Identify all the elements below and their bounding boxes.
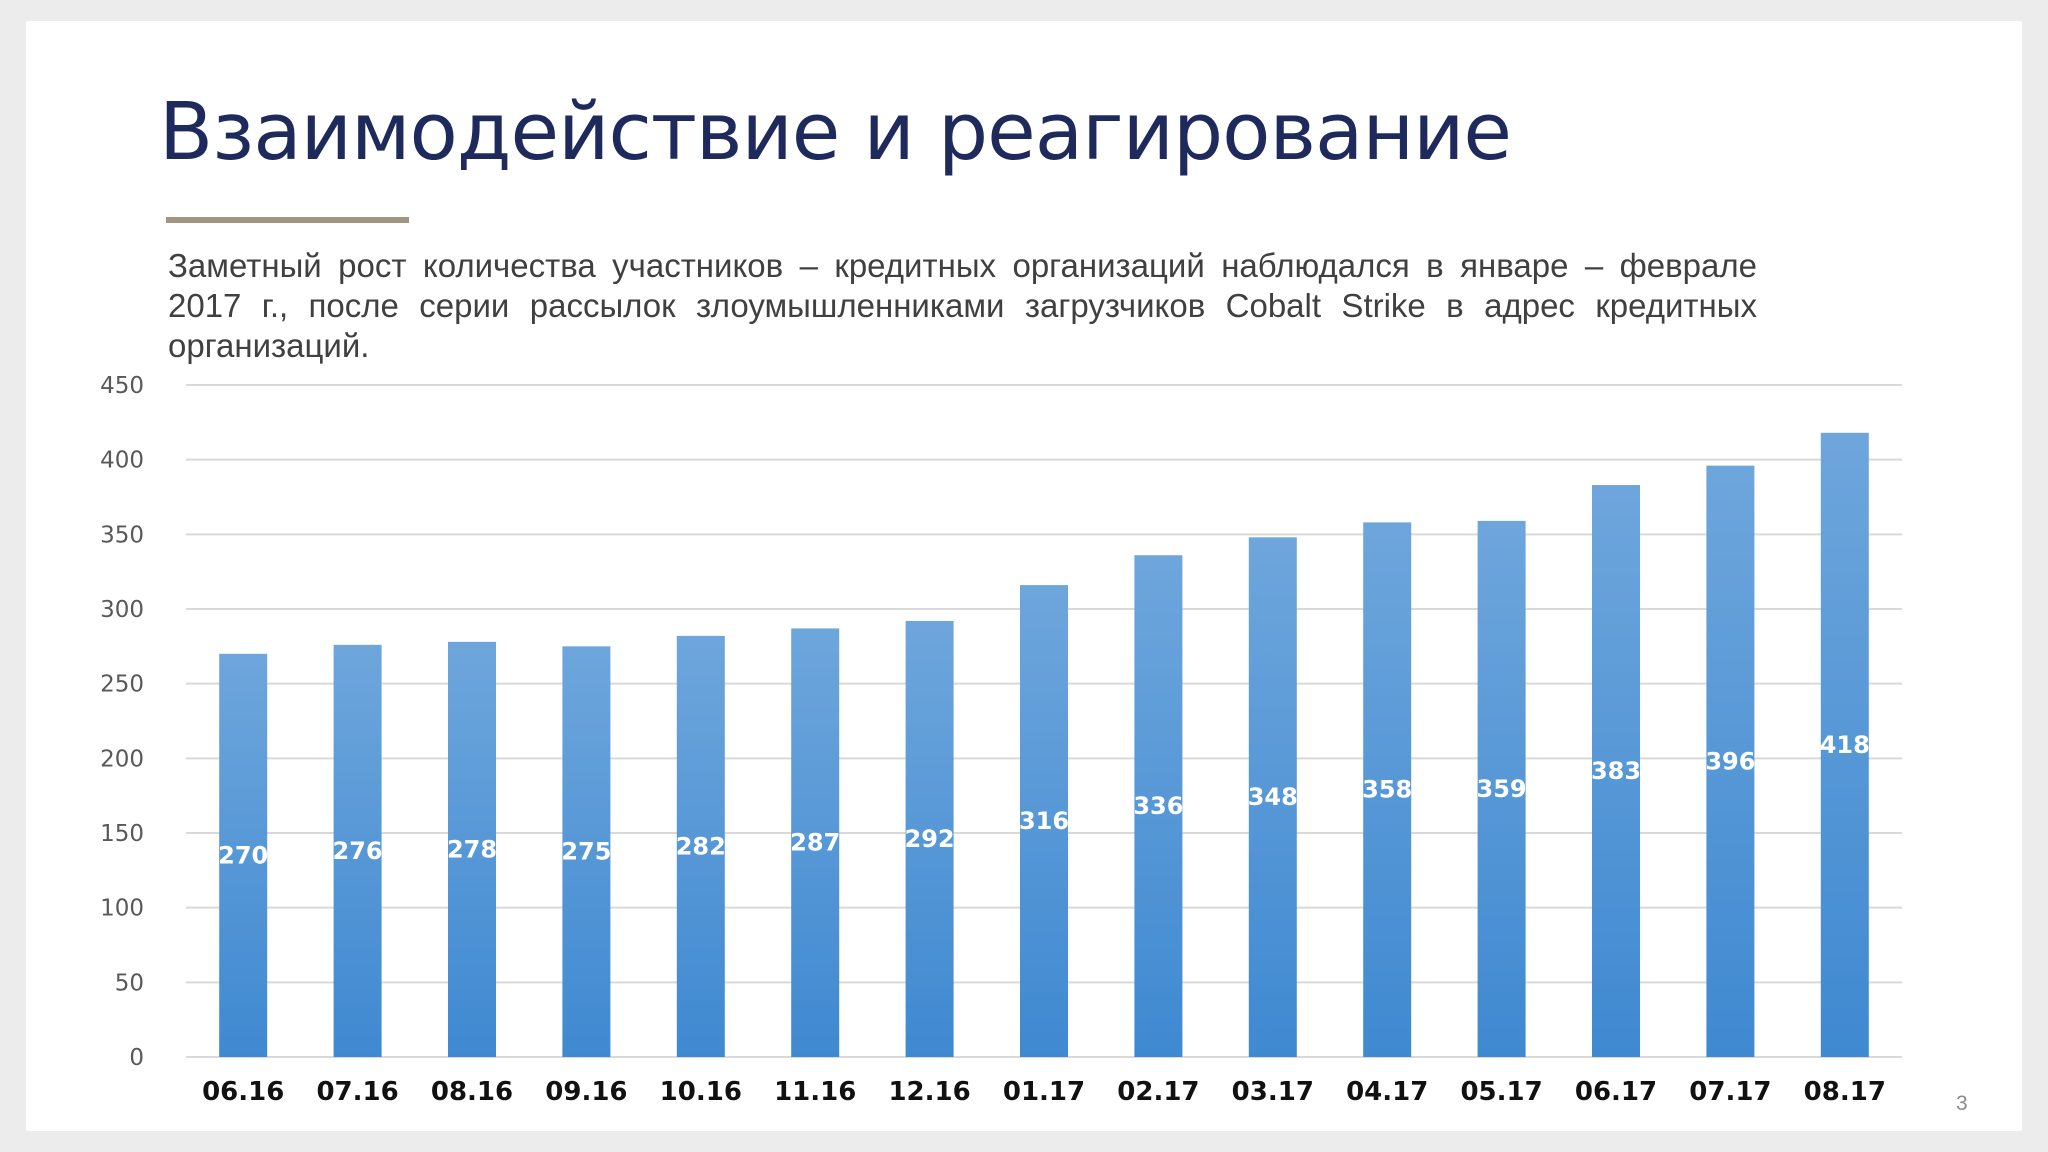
data-label: 383 bbox=[1591, 757, 1641, 785]
bar-06.17 bbox=[1592, 485, 1640, 1057]
y-tick-label: 50 bbox=[115, 970, 144, 996]
x-axis: 06.16 07.16 08.16 09.16 10.16 11.16 12.16 01.17… bbox=[202, 1077, 1886, 1107]
x-tick-label: 06.16 bbox=[202, 1077, 284, 1107]
y-axis: 0 50 100 150 200 250 300 350 400 450 bbox=[100, 373, 144, 1071]
data-label: 278 bbox=[447, 835, 497, 863]
bar-12.16 bbox=[905, 620, 954, 1057]
slide: Взаимодействие и реагирование Заметный р… bbox=[26, 21, 2022, 1131]
title-underline bbox=[166, 217, 409, 223]
y-tick-label: 250 bbox=[100, 672, 144, 698]
bar-chart: 0 50 100 150 200 250 300 350 400 450 270 276 278 275… bbox=[100, 373, 1902, 1107]
data-label: 292 bbox=[905, 825, 955, 853]
x-tick-label: 11.16 bbox=[774, 1077, 856, 1107]
y-tick-label: 100 bbox=[100, 896, 144, 922]
y-tick-label: 0 bbox=[129, 1045, 144, 1071]
x-tick-label: 05.17 bbox=[1460, 1077, 1542, 1107]
bar-07.16 bbox=[333, 644, 382, 1057]
data-label: 336 bbox=[1133, 792, 1183, 820]
x-tick-label: 10.16 bbox=[660, 1077, 742, 1107]
bar-06.16 bbox=[219, 653, 268, 1057]
data-label: 396 bbox=[1705, 747, 1755, 775]
data-label: 270 bbox=[218, 841, 268, 869]
y-tick-label: 150 bbox=[100, 821, 144, 847]
slide-title: Взаимодействие и реагирование bbox=[159, 86, 1512, 178]
y-tick-label: 200 bbox=[100, 746, 144, 772]
bar-01.17 bbox=[1020, 585, 1068, 1057]
x-tick-label: 12.16 bbox=[888, 1077, 970, 1107]
data-label: 287 bbox=[790, 829, 840, 857]
data-label: 358 bbox=[1362, 776, 1412, 804]
data-label: 282 bbox=[676, 832, 726, 860]
y-tick-label: 300 bbox=[100, 597, 144, 623]
data-label: 359 bbox=[1477, 775, 1527, 803]
x-tick-label: 09.16 bbox=[545, 1077, 627, 1107]
x-tick-label: 07.17 bbox=[1689, 1077, 1771, 1107]
x-tick-label: 04.17 bbox=[1346, 1077, 1428, 1107]
data-label: 316 bbox=[1019, 807, 1069, 835]
bar-04.17 bbox=[1363, 522, 1412, 1057]
data-label: 275 bbox=[561, 838, 611, 866]
data-label: 418 bbox=[1820, 731, 1870, 759]
bar-10.16 bbox=[676, 635, 725, 1057]
x-tick-label: 08.17 bbox=[1804, 1077, 1886, 1107]
data-label: 276 bbox=[333, 837, 383, 865]
y-tick-label: 450 bbox=[100, 373, 144, 399]
bar-08.17 bbox=[1820, 432, 1869, 1058]
bar-02.17 bbox=[1134, 555, 1183, 1057]
x-tick-label: 08.16 bbox=[431, 1077, 513, 1107]
bar-08.16 bbox=[448, 641, 496, 1057]
data-label: 348 bbox=[1248, 783, 1298, 811]
bars bbox=[219, 432, 1869, 1058]
x-tick-label: 03.17 bbox=[1232, 1077, 1314, 1107]
bar-07.17 bbox=[1706, 465, 1755, 1057]
slide-subtitle: Заметный рост количества участников – кр… bbox=[168, 247, 1757, 364]
y-tick-label: 350 bbox=[100, 522, 144, 548]
x-tick-label: 06.17 bbox=[1575, 1077, 1657, 1107]
bar-11.16 bbox=[791, 628, 840, 1057]
x-tick-label: 07.16 bbox=[316, 1077, 398, 1107]
bar-05.17 bbox=[1477, 520, 1526, 1057]
y-tick-label: 400 bbox=[100, 448, 144, 474]
page-number: 3 bbox=[1956, 1092, 1968, 1115]
x-tick-label: 01.17 bbox=[1003, 1077, 1085, 1107]
bar-03.17 bbox=[1248, 537, 1297, 1057]
bar-09.16 bbox=[562, 646, 611, 1057]
data-labels: 270 276 278 275 282 287 292 316 336 348 358 359 383 3… bbox=[218, 731, 1870, 870]
x-tick-label: 02.17 bbox=[1117, 1077, 1199, 1107]
